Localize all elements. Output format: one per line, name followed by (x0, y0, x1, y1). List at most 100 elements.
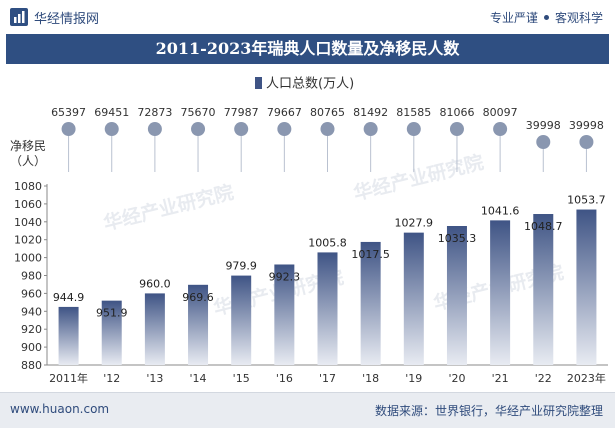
legend: 人口总数(万人) (255, 77, 354, 92)
bar-value-label: 1027.9 (395, 217, 434, 230)
lollipop-value-label: 80765 (310, 106, 345, 119)
bar (317, 252, 338, 365)
legend-swatch (255, 77, 262, 89)
bar-value-label: 992.3 (269, 270, 301, 283)
x-tick-label: '16 (276, 372, 293, 385)
bar-value-label: 1041.6 (481, 204, 520, 217)
bar (403, 232, 424, 365)
brand-bar: 华经情报网 专业严谨 客观科学 (0, 0, 615, 34)
lollipop-value-label: 81585 (396, 106, 431, 119)
bar (101, 300, 122, 365)
bar (188, 284, 209, 365)
bar (533, 214, 554, 365)
footer-url[interactable]: www.huaon.com (10, 402, 110, 416)
lollipop-dot (234, 122, 249, 136)
footer-source: 数据来源：世界银行，华经产业研究院整理 (374, 404, 603, 418)
lollipop-dot (277, 122, 292, 136)
y-tick-label: 1000 (14, 252, 42, 265)
secondary-axis-label: （人） (10, 154, 46, 168)
watermark-text: 华经产业研究院 (351, 150, 486, 204)
lollipop-value-label: 77987 (224, 106, 259, 119)
bar (144, 293, 165, 365)
lollipop-series: 65397 69451 72873 75670 77987 79667 80765 81492… (51, 106, 604, 172)
lollipop-dot (406, 122, 421, 136)
brand-logo-icon (10, 8, 28, 26)
lollipop-dot (61, 122, 76, 136)
brand-name: 华经情报网 (34, 11, 100, 27)
lollipop-value-label: 72873 (137, 106, 172, 119)
y-tick-label: 1080 (14, 180, 42, 193)
y-tick-label: 960 (21, 287, 42, 300)
x-tick-label: '13 (146, 372, 163, 385)
lollipop-dot (493, 122, 508, 136)
bar-value-label: 969.6 (182, 291, 214, 304)
bar-value-label: 1048.7 (524, 220, 563, 233)
x-tick-label: '21 (492, 372, 509, 385)
x-tick-label: 2011年 (49, 371, 88, 385)
lollipop-dot (363, 122, 378, 136)
lollipop-value-label: 39998 (526, 119, 561, 132)
lollipop-dot (147, 122, 162, 136)
x-tick-label: '17 (319, 372, 336, 385)
lollipop-dot (191, 122, 206, 136)
lollipop-value-label: 81066 (439, 106, 474, 119)
y-axis: 880 900 920 940 960 980 1000 1020 1040 1060 1080 净移… (10, 139, 608, 372)
y-tick-label: 1020 (14, 234, 42, 247)
x-tick-label: '22 (535, 372, 552, 385)
footer: www.huaon.com 数据来源：世界银行，华经产业研究院整理 (0, 392, 615, 428)
y-tick-label: 1060 (14, 198, 42, 211)
x-axis: 2011年 '12 '13 '14 '15 '16 '17 '18 '19 '20 '21 '22 20… (49, 371, 606, 385)
y-tick-label: 900 (21, 341, 42, 354)
chart-area: 华经产业研究院华经产业研究院华经产业研究院华经产业研究院 人口总数(万人) 65… (10, 77, 608, 385)
lollipop-value-label: 79667 (267, 106, 302, 119)
lollipop-value-label: 69451 (94, 106, 129, 119)
bar-value-label: 1005.8 (308, 236, 347, 249)
x-tick-label: '12 (103, 372, 120, 385)
lollipop-value-label: 39998 (569, 119, 604, 132)
bar (576, 209, 597, 365)
bar-value-label: 979.9 (225, 260, 257, 273)
secondary-axis-label: 净移民 (10, 139, 46, 153)
y-tick-label: 920 (21, 323, 42, 336)
lollipop-dot (320, 122, 335, 136)
separator-dot-icon (543, 15, 549, 20)
bar-value-label: 960.0 (139, 277, 171, 290)
lollipop-value-label: 80097 (483, 106, 518, 119)
lollipop-dot (449, 122, 464, 136)
bar (446, 226, 467, 365)
bar-value-label: 1053.7 (567, 194, 606, 207)
bar-value-label: 1017.5 (351, 248, 390, 261)
bar (490, 220, 511, 365)
y-tick-label: 980 (21, 270, 42, 283)
brand: 华经情报网 (10, 8, 100, 27)
watermark-text: 华经产业研究院 (101, 180, 236, 234)
lollipop-dot (536, 135, 551, 149)
y-tick-label: 880 (21, 359, 42, 372)
lollipop-value-label: 75670 (181, 106, 216, 119)
lollipop-value-label: 65397 (51, 106, 86, 119)
x-tick-label: '20 (448, 372, 465, 385)
bar-value-label: 944.9 (53, 291, 85, 304)
bar (231, 275, 252, 365)
x-tick-label: '15 (233, 372, 250, 385)
bar (274, 264, 295, 365)
brand-tagline: 专业严谨 客观科学 (490, 9, 603, 26)
lollipop-value-label: 81492 (353, 106, 388, 119)
x-tick-label: '18 (362, 372, 379, 385)
x-tick-label: '19 (405, 372, 422, 385)
y-tick-label: 1040 (14, 216, 42, 229)
tagline-2: 客观科学 (554, 11, 603, 25)
bar-value-label: 951.9 (96, 307, 128, 320)
x-tick-label: '14 (190, 372, 207, 385)
bar-series: 944.9 951.9 960.0 969.6 979.9 992.3 1005.8 1017… (53, 194, 606, 365)
chart-title: 2011-2023年瑞典人口数量及净移民人数 (6, 34, 609, 64)
lollipop-dot (104, 122, 119, 136)
y-tick-label: 940 (21, 305, 42, 318)
x-tick-label: 2023年 (567, 371, 606, 385)
tagline-1: 专业严谨 (489, 11, 538, 25)
legend-label: 人口总数(万人) (266, 77, 354, 92)
bar (58, 306, 79, 365)
lollipop-dot (579, 135, 594, 149)
bar-value-label: 1035.3 (438, 232, 477, 245)
